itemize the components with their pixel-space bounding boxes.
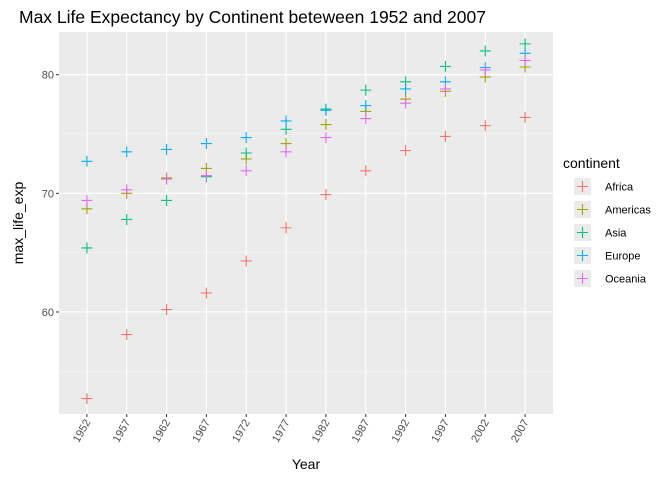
x-tick-label: 1982 xyxy=(310,418,333,445)
data-point xyxy=(400,145,412,157)
x-tick-label: 1992 xyxy=(390,418,413,445)
x-tick-label: 1962 xyxy=(151,418,174,445)
legend: continent Africa Americas Asia Europe Oceani… xyxy=(563,155,651,287)
grid-lines xyxy=(59,32,553,414)
y-tick-label: 80 xyxy=(42,70,54,82)
data-point xyxy=(519,38,531,50)
data-point xyxy=(320,119,332,131)
series-africa xyxy=(81,111,531,405)
data-point xyxy=(280,222,292,234)
data-point xyxy=(400,97,412,109)
data-point xyxy=(479,120,491,132)
data-point xyxy=(360,84,372,96)
data-point xyxy=(519,111,531,123)
data-point xyxy=(240,255,252,267)
data-point xyxy=(280,146,292,158)
x-tick-label: 2007 xyxy=(509,418,532,445)
x-tick-label: 1987 xyxy=(350,418,373,445)
data-point xyxy=(81,242,93,254)
x-tick-label: 2002 xyxy=(469,418,492,445)
data-point xyxy=(161,304,173,316)
data-point xyxy=(121,213,133,225)
legend-item-europe: Europe xyxy=(574,247,640,264)
data-point xyxy=(121,146,133,158)
data-point xyxy=(121,184,133,196)
chart-title: Max Life Expectancy by Continent betewee… xyxy=(19,7,486,27)
x-tick-label: 1997 xyxy=(429,418,452,445)
data-point xyxy=(320,132,332,144)
data-point xyxy=(200,170,212,182)
legend-label: Africa xyxy=(605,182,634,194)
data-point xyxy=(200,138,212,150)
legend-item-oceania: Oceania xyxy=(574,270,647,287)
data-point xyxy=(121,329,133,341)
x-axis-ticks: 1952 1957 1962 1967 1972 1977 1982 1987 1992 1997… xyxy=(71,414,532,445)
data-point xyxy=(320,189,332,201)
legend-item-africa: Africa xyxy=(574,178,634,195)
data-point xyxy=(81,393,93,405)
data-point xyxy=(479,64,491,76)
legend-label: Americas xyxy=(605,205,651,217)
data-point xyxy=(360,100,372,112)
y-tick-label: 60 xyxy=(42,307,54,319)
data-point xyxy=(479,45,491,57)
x-tick-label: 1957 xyxy=(111,418,134,445)
data-point xyxy=(439,130,451,142)
legend-key-marker xyxy=(577,250,588,261)
y-axis-ticks: 60 70 80 xyxy=(42,70,59,319)
x-axis-title: Year xyxy=(292,456,321,472)
data-point xyxy=(240,165,252,177)
data-point xyxy=(439,60,451,72)
legend-key-marker xyxy=(577,181,588,192)
data-point xyxy=(360,165,372,177)
data-point xyxy=(400,83,412,95)
legend-key-marker xyxy=(577,204,588,215)
legend-label: Asia xyxy=(605,228,627,240)
data-point xyxy=(240,147,252,159)
legend-items: Africa Americas Asia Europe Oceania xyxy=(574,178,651,287)
legend-key-marker xyxy=(577,227,588,238)
legend-title: continent xyxy=(563,155,620,171)
legend-item-americas: Americas xyxy=(574,201,651,218)
legend-key-marker xyxy=(577,273,588,284)
x-tick-label: 1952 xyxy=(71,418,94,445)
x-tick-label: 1972 xyxy=(230,418,253,445)
y-axis-title: max_life_exp xyxy=(10,182,26,265)
series-europe xyxy=(81,47,531,167)
x-tick-label: 1967 xyxy=(190,418,213,445)
y-tick-label: 70 xyxy=(42,188,54,200)
data-point xyxy=(161,143,173,155)
data-point xyxy=(439,83,451,95)
data-points xyxy=(81,38,531,405)
data-point xyxy=(320,104,332,116)
x-tick-label: 1977 xyxy=(270,418,293,445)
legend-label: Oceania xyxy=(605,274,647,286)
data-point xyxy=(240,132,252,144)
plot-panel xyxy=(59,32,553,414)
data-point xyxy=(81,155,93,167)
data-point xyxy=(280,115,292,127)
data-point xyxy=(360,113,372,125)
data-point xyxy=(161,173,173,185)
legend-item-asia: Asia xyxy=(574,224,627,241)
data-point xyxy=(81,194,93,206)
data-point xyxy=(200,287,212,299)
legend-label: Europe xyxy=(605,251,640,263)
data-point xyxy=(519,54,531,66)
series-oceania xyxy=(81,54,531,206)
data-point xyxy=(161,194,173,206)
